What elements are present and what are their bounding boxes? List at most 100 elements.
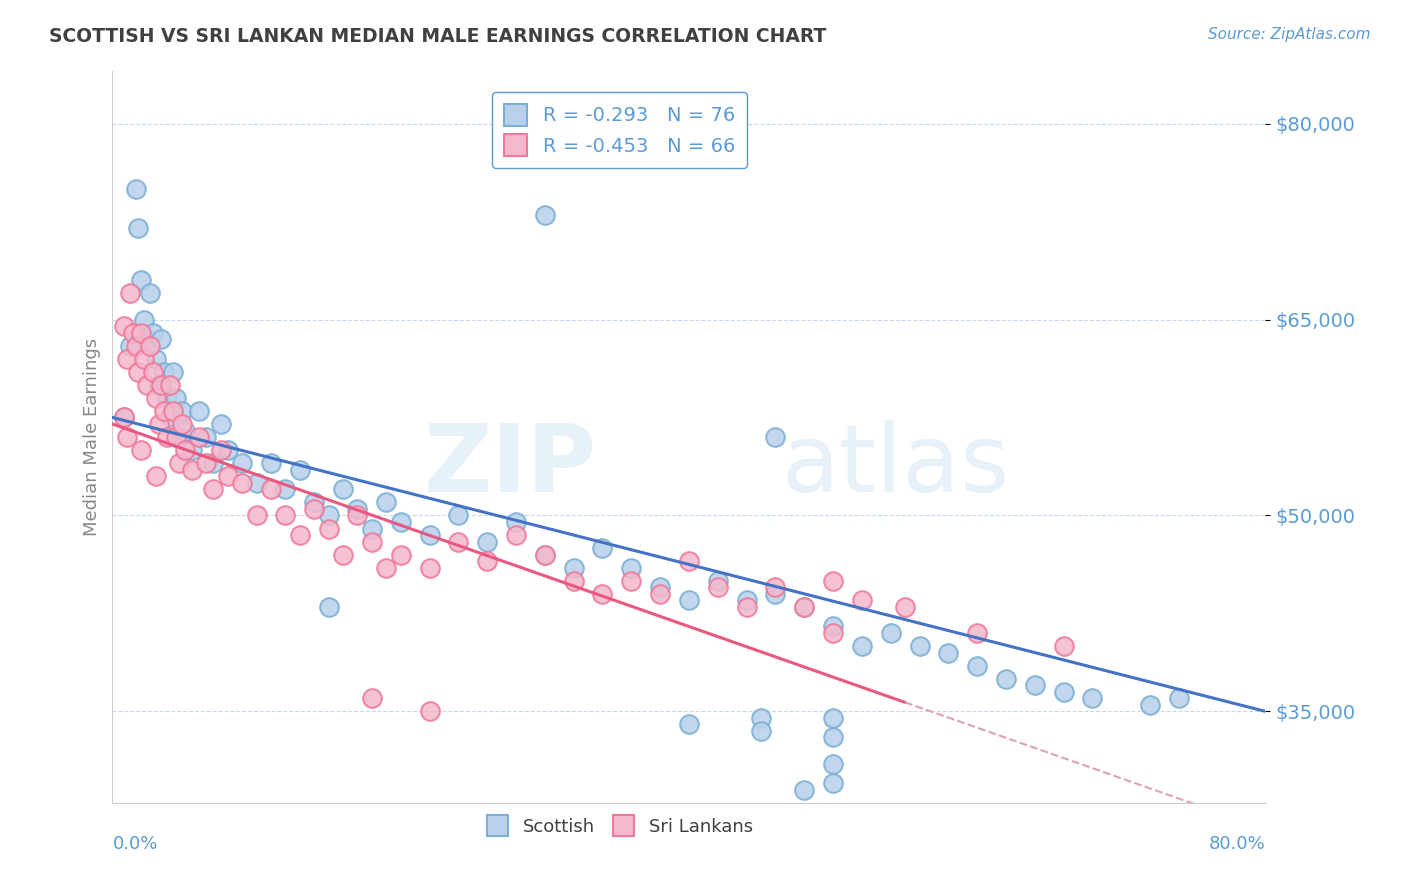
Point <box>136 332 159 346</box>
Point <box>260 456 283 470</box>
Point <box>562 560 585 574</box>
Point <box>332 483 354 497</box>
Point <box>793 599 815 614</box>
Point <box>475 534 499 549</box>
Point <box>129 326 153 340</box>
Point <box>821 574 844 588</box>
Y-axis label: Median Male Earnings: Median Male Earnings <box>83 338 101 536</box>
Point <box>707 574 730 588</box>
Point <box>1024 678 1046 692</box>
Point <box>966 658 988 673</box>
Point <box>129 443 153 458</box>
Point <box>195 430 218 444</box>
Point <box>260 483 283 497</box>
Point <box>1053 639 1076 653</box>
Point <box>678 717 700 731</box>
Point <box>360 521 382 535</box>
Point <box>620 574 643 588</box>
Point <box>534 548 557 562</box>
Point <box>749 711 772 725</box>
Point <box>375 495 398 509</box>
Point <box>145 469 167 483</box>
Point <box>288 528 311 542</box>
Point <box>346 502 368 516</box>
Point <box>167 430 190 444</box>
Point <box>274 508 297 523</box>
Point <box>375 560 398 574</box>
Point <box>188 430 211 444</box>
Point <box>821 619 844 633</box>
Point <box>139 338 162 352</box>
Point <box>936 646 959 660</box>
Text: ZIP: ZIP <box>423 420 596 512</box>
Text: Source: ZipAtlas.com: Source: ZipAtlas.com <box>1208 27 1371 42</box>
Point <box>678 554 700 568</box>
Point <box>419 528 441 542</box>
Point <box>246 508 269 523</box>
Point <box>124 182 146 196</box>
Point <box>188 404 211 418</box>
Point <box>389 515 412 529</box>
Point <box>678 593 700 607</box>
Point <box>749 723 772 738</box>
Point <box>165 391 187 405</box>
Point <box>1081 691 1104 706</box>
Point <box>735 593 758 607</box>
Point <box>217 469 239 483</box>
Point <box>246 475 269 490</box>
Point <box>274 483 297 497</box>
Point <box>332 548 354 562</box>
Point <box>821 776 844 790</box>
Point <box>150 332 173 346</box>
Point <box>202 456 225 470</box>
Point <box>318 521 340 535</box>
Point <box>156 430 179 444</box>
Point <box>209 417 232 431</box>
Point <box>562 574 585 588</box>
Point <box>124 338 146 352</box>
Point <box>304 495 326 509</box>
Point <box>112 410 135 425</box>
Point <box>304 502 326 516</box>
Point <box>360 691 382 706</box>
Text: SCOTTISH VS SRI LANKAN MEDIAN MALE EARNINGS CORRELATION CHART: SCOTTISH VS SRI LANKAN MEDIAN MALE EARNI… <box>49 27 827 45</box>
Point <box>142 365 165 379</box>
Point <box>112 410 135 425</box>
Point <box>620 560 643 574</box>
Point <box>129 273 153 287</box>
Point <box>134 312 156 326</box>
Text: 0.0%: 0.0% <box>112 836 157 854</box>
Point <box>165 430 187 444</box>
Point <box>231 475 253 490</box>
Point <box>1053 685 1076 699</box>
Point <box>173 443 195 458</box>
Point <box>159 410 181 425</box>
Point <box>1167 691 1189 706</box>
Point <box>318 599 340 614</box>
Point <box>202 483 225 497</box>
Point <box>170 417 193 431</box>
Point <box>150 377 173 392</box>
Point <box>765 587 787 601</box>
Point <box>894 599 917 614</box>
Point <box>505 515 527 529</box>
Point <box>880 626 903 640</box>
Point <box>118 338 141 352</box>
Point <box>650 587 672 601</box>
Point <box>447 534 470 549</box>
Point <box>159 377 181 392</box>
Point <box>217 443 239 458</box>
Point <box>793 782 815 797</box>
Point <box>995 672 1018 686</box>
Point <box>735 599 758 614</box>
Point <box>360 534 382 549</box>
Point <box>148 377 170 392</box>
Text: atlas: atlas <box>782 420 1010 512</box>
Point <box>534 208 557 222</box>
Point <box>121 326 143 340</box>
Point <box>139 286 162 301</box>
Point <box>908 639 931 653</box>
Point <box>650 580 672 594</box>
Point <box>821 756 844 771</box>
Point <box>765 430 787 444</box>
